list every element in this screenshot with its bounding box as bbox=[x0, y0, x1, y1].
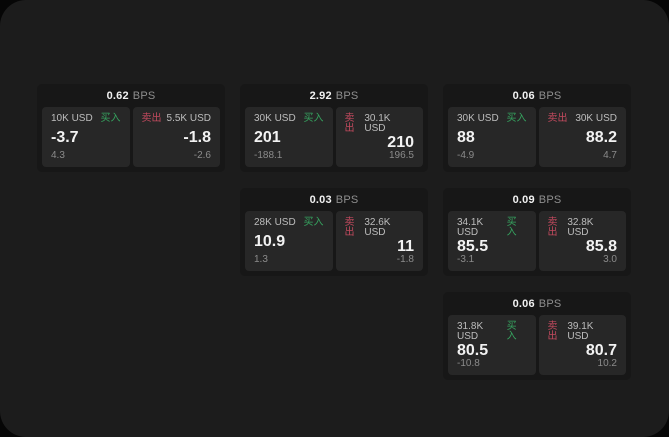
quote-panels: 10K USD 买入 -3.7 4.3 卖出 5.5K USD -1.8 -2.… bbox=[37, 107, 225, 172]
sell-tile[interactable]: 卖出 39.1K USD 80.7 10.2 bbox=[538, 315, 626, 375]
sell-price: 85.8 bbox=[585, 237, 617, 255]
buy-label: 买入 bbox=[303, 217, 324, 228]
quote-card: 0.62 BPS 10K USD 买入 -3.7 4.3 卖出 5.5K USD bbox=[37, 84, 225, 172]
buy-change: 1.3 bbox=[254, 254, 268, 265]
buy-change: -3.1 bbox=[457, 254, 475, 265]
buy-price: 80.5 bbox=[457, 341, 489, 359]
quote-card: 0.06 BPS 30K USD 买入 88 -4.9 卖出 30K USD bbox=[443, 84, 631, 172]
sell-notional: 30.1K USD bbox=[364, 113, 391, 134]
quote-panels: 28K USD 买入 10.9 1.3 卖出 32.6K USD 11 -1.8 bbox=[240, 211, 428, 276]
quote-cards-grid: 0.62 BPS 10K USD 买入 -3.7 4.3 卖出 5.5K USD bbox=[37, 84, 631, 380]
buy-change: -4.9 bbox=[457, 150, 475, 161]
bps-unit-label: BPS bbox=[538, 89, 562, 102]
quote-panels: 34.1K USD 买入 85.5 -3.1 卖出 32.8K USD 85.8… bbox=[443, 211, 631, 276]
sell-change: -2.6 bbox=[193, 150, 211, 161]
quote-panels: 30K USD 买入 201 -188.1 卖出 30.1K USD 210 1… bbox=[240, 107, 428, 172]
sell-notional: 5.5K USD bbox=[166, 113, 211, 124]
buy-notional: 31.8K USD bbox=[457, 321, 484, 342]
buy-tile[interactable]: 30K USD 买入 201 -188.1 bbox=[245, 107, 333, 167]
buy-notional: 10K USD bbox=[51, 113, 93, 124]
sell-notional: 32.8K USD bbox=[567, 217, 594, 238]
bps-value: 0.06 bbox=[512, 89, 535, 102]
bps-unit-label: BPS bbox=[335, 193, 359, 206]
buy-notional: 28K USD bbox=[254, 217, 296, 228]
sell-label: 卖出 bbox=[547, 113, 568, 124]
sell-tile[interactable]: 卖出 32.6K USD 11 -1.8 bbox=[335, 211, 423, 271]
card-header: 2.92 BPS bbox=[240, 84, 428, 107]
buy-notional: 30K USD bbox=[457, 113, 499, 124]
sell-change: 10.2 bbox=[597, 358, 617, 369]
sell-change: 4.7 bbox=[603, 150, 617, 161]
sell-price: 210 bbox=[387, 133, 414, 151]
quote-panels: 31.8K USD 买入 80.5 -10.8 卖出 39.1K USD 80.… bbox=[443, 315, 631, 380]
sell-notional: 39.1K USD bbox=[567, 321, 594, 342]
bps-value: 0.06 bbox=[512, 297, 535, 310]
buy-change: -10.8 bbox=[457, 358, 480, 369]
sell-tile[interactable]: 卖出 5.5K USD -1.8 -2.6 bbox=[132, 107, 220, 167]
card-header: 0.06 BPS bbox=[443, 84, 631, 107]
sell-label: 卖出 bbox=[344, 113, 355, 134]
buy-label: 买入 bbox=[506, 113, 527, 124]
buy-label: 买入 bbox=[303, 113, 324, 124]
bps-value: 0.03 bbox=[309, 193, 332, 206]
buy-label: 买入 bbox=[506, 217, 517, 238]
sell-notional: 30K USD bbox=[575, 113, 617, 124]
bps-value: 0.62 bbox=[106, 89, 129, 102]
buy-label: 买入 bbox=[100, 113, 121, 124]
quote-card: 0.06 BPS 31.8K USD 买入 80.5 -10.8 卖出 39.1… bbox=[443, 292, 631, 380]
card-header: 0.09 BPS bbox=[443, 188, 631, 211]
sell-change: 3.0 bbox=[603, 254, 617, 265]
card-header: 0.03 BPS bbox=[240, 188, 428, 211]
card-header: 0.06 BPS bbox=[443, 292, 631, 315]
buy-label: 买入 bbox=[506, 321, 517, 342]
sell-price: 88.2 bbox=[585, 128, 617, 146]
quote-card: 0.03 BPS 28K USD 买入 10.9 1.3 卖出 32.6K US… bbox=[240, 188, 428, 276]
sell-price: -1.8 bbox=[183, 128, 211, 146]
sell-label: 卖出 bbox=[141, 113, 162, 124]
sell-label: 卖出 bbox=[547, 217, 558, 238]
sell-tile[interactable]: 卖出 32.8K USD 85.8 3.0 bbox=[538, 211, 626, 271]
quote-panels: 30K USD 买入 88 -4.9 卖出 30K USD 88.2 4.7 bbox=[443, 107, 631, 172]
buy-tile[interactable]: 30K USD 买入 88 -4.9 bbox=[448, 107, 536, 167]
buy-price: 88 bbox=[457, 128, 475, 146]
card-header: 0.62 BPS bbox=[37, 84, 225, 107]
sell-price: 11 bbox=[397, 237, 414, 255]
bps-unit-label: BPS bbox=[335, 89, 359, 102]
buy-price: 85.5 bbox=[457, 237, 489, 255]
sell-label: 卖出 bbox=[344, 217, 355, 238]
quote-card: 2.92 BPS 30K USD 买入 201 -188.1 卖出 30.1K … bbox=[240, 84, 428, 172]
sell-tile[interactable]: 卖出 30K USD 88.2 4.7 bbox=[538, 107, 626, 167]
bps-unit-label: BPS bbox=[538, 193, 562, 206]
bps-value: 0.09 bbox=[512, 193, 535, 206]
buy-notional: 34.1K USD bbox=[457, 217, 484, 238]
quote-card: 0.09 BPS 34.1K USD 买入 85.5 -3.1 卖出 32.8K… bbox=[443, 188, 631, 276]
sell-label: 卖出 bbox=[547, 321, 558, 342]
buy-tile[interactable]: 34.1K USD 买入 85.5 -3.1 bbox=[448, 211, 536, 271]
buy-notional: 30K USD bbox=[254, 113, 296, 124]
sell-change: -1.8 bbox=[396, 254, 414, 265]
bps-unit-label: BPS bbox=[132, 89, 156, 102]
buy-tile[interactable]: 31.8K USD 买入 80.5 -10.8 bbox=[448, 315, 536, 375]
buy-change: -188.1 bbox=[254, 150, 283, 161]
sell-price: 80.7 bbox=[585, 341, 617, 359]
sell-notional: 32.6K USD bbox=[364, 217, 391, 238]
sell-tile[interactable]: 卖出 30.1K USD 210 196.5 bbox=[335, 107, 423, 167]
bps-unit-label: BPS bbox=[538, 297, 562, 310]
buy-price: -3.7 bbox=[51, 128, 79, 146]
sell-change: 196.5 bbox=[388, 150, 414, 161]
buy-price: 201 bbox=[254, 128, 281, 146]
buy-price: 10.9 bbox=[254, 232, 286, 250]
buy-tile[interactable]: 10K USD 买入 -3.7 4.3 bbox=[42, 107, 130, 167]
buy-tile[interactable]: 28K USD 买入 10.9 1.3 bbox=[245, 211, 333, 271]
bps-value: 2.92 bbox=[309, 89, 332, 102]
buy-change: 4.3 bbox=[51, 150, 65, 161]
